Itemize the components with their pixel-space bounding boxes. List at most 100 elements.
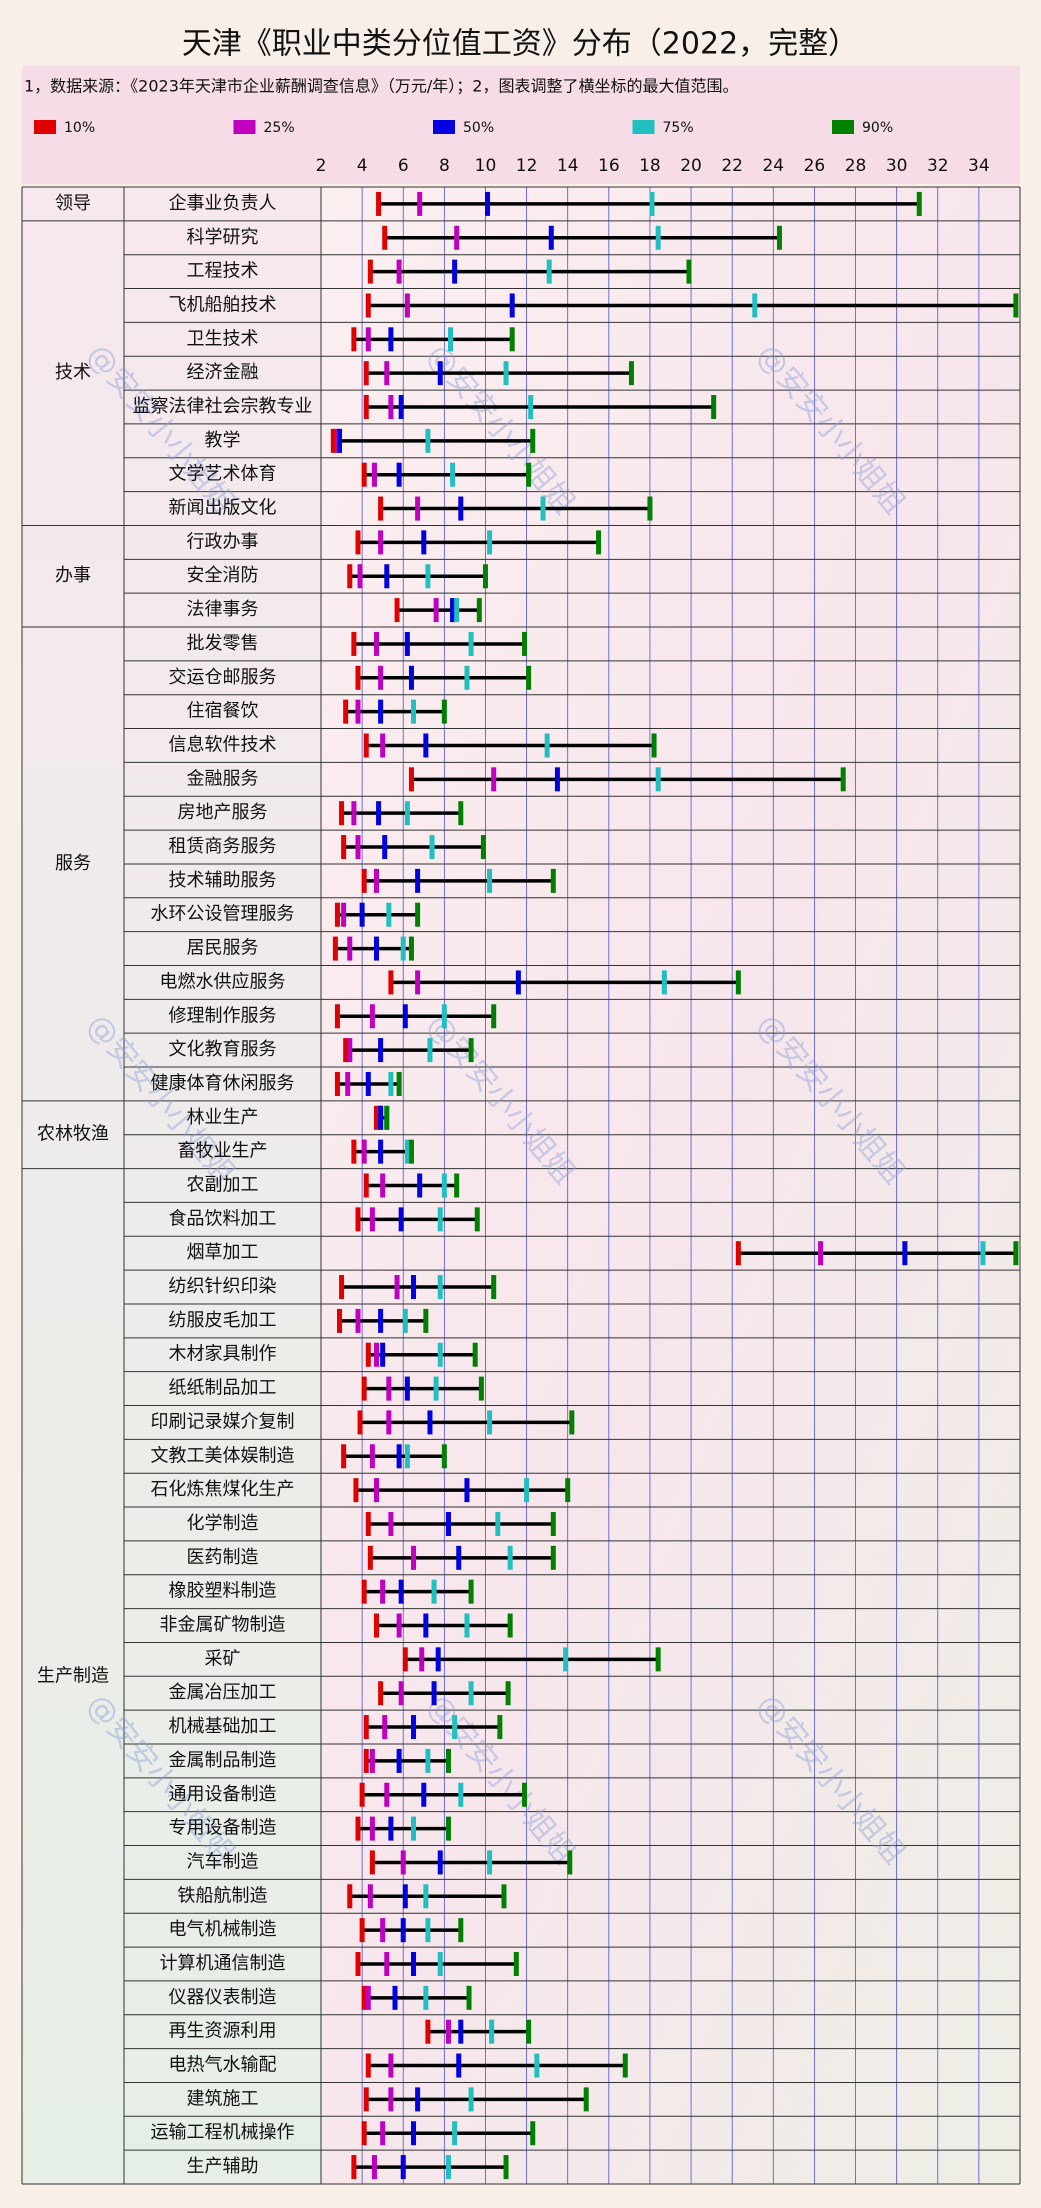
percentile-marker <box>437 1342 443 1367</box>
category-label: 飞机船舶技术 <box>169 294 277 315</box>
percentile-marker <box>411 1545 417 1570</box>
percentile-marker <box>456 2053 462 2078</box>
legend-swatch <box>832 120 854 134</box>
percentile-marker <box>437 361 443 386</box>
percentile-marker <box>495 1511 501 1536</box>
category-label: 文学艺术体育 <box>169 464 277 485</box>
percentile-marker <box>435 1647 441 1672</box>
percentile-marker <box>458 801 464 826</box>
category-label: 铁船航制造 <box>178 1885 268 1906</box>
percentile-marker <box>840 767 846 792</box>
percentile-marker <box>378 699 384 724</box>
percentile-marker <box>423 1884 429 1909</box>
percentile-marker <box>1013 1241 1019 1266</box>
percentile-marker <box>441 1004 447 1029</box>
x-tick-label: 34 <box>968 156 990 176</box>
percentile-marker <box>415 868 421 893</box>
percentile-marker <box>367 1545 373 1570</box>
category-label: 房地产服务 <box>178 802 268 823</box>
percentile-marker <box>363 395 369 420</box>
percentile-marker <box>351 2155 357 2180</box>
legend-swatch <box>34 120 56 134</box>
percentile-marker <box>374 631 380 656</box>
percentile-marker <box>550 868 556 893</box>
percentile-marker <box>388 395 394 420</box>
percentile-marker <box>398 1681 404 1706</box>
percentile-marker <box>371 2155 377 2180</box>
percentile-marker <box>569 1410 575 1435</box>
percentile-marker <box>343 1038 349 1063</box>
category-label: 生产辅助 <box>187 2156 259 2177</box>
percentile-marker <box>380 1918 386 1943</box>
x-tick-label: 8 <box>439 156 450 176</box>
group-label: 技术 <box>55 362 91 383</box>
percentile-marker <box>355 530 361 555</box>
percentile-marker <box>474 1207 480 1232</box>
percentile-marker <box>437 1951 443 1976</box>
percentile-marker <box>371 462 377 487</box>
percentile-marker <box>425 1748 431 1773</box>
category-label: 印刷记录媒介复制 <box>151 1411 295 1432</box>
percentile-marker <box>369 1816 375 1841</box>
percentile-marker <box>404 293 410 318</box>
percentile-marker <box>382 835 388 860</box>
percentile-marker <box>365 1985 371 2010</box>
percentile-marker <box>515 970 521 995</box>
legend-label: 10% <box>64 120 95 136</box>
category-label: 畜牧业生产 <box>178 1141 268 1162</box>
percentile-marker <box>388 2053 394 2078</box>
percentile-marker <box>388 327 394 352</box>
category-label: 水环公设管理服务 <box>151 904 295 925</box>
category-label: 修理制作服务 <box>169 1005 277 1026</box>
percentile-marker <box>464 1478 470 1503</box>
percentile-marker <box>400 1918 406 1943</box>
percentile-marker <box>361 1579 367 1604</box>
percentile-marker <box>378 1105 384 1130</box>
percentile-marker <box>359 1782 365 1807</box>
percentile-marker <box>427 1410 433 1435</box>
percentile-marker <box>425 428 431 453</box>
percentile-marker <box>554 767 560 792</box>
category-label: 租赁商务服务 <box>169 836 277 857</box>
percentile-marker <box>468 1579 474 1604</box>
percentile-marker <box>351 631 357 656</box>
percentile-marker <box>347 1038 353 1063</box>
percentile-marker <box>402 1004 408 1029</box>
percentile-marker <box>423 1985 429 2010</box>
category-label: 食品饮料加工 <box>169 1208 277 1229</box>
percentile-marker <box>454 598 460 623</box>
percentile-marker <box>522 631 528 656</box>
percentile-marker <box>386 1410 392 1435</box>
percentile-marker <box>359 902 365 927</box>
percentile-marker <box>482 564 488 589</box>
percentile-marker <box>503 2155 509 2180</box>
percentile-marker <box>355 699 361 724</box>
percentile-marker <box>374 1105 380 1130</box>
percentile-marker <box>359 1918 365 1943</box>
percentile-marker <box>351 1139 357 1164</box>
percentile-marker <box>374 1342 380 1367</box>
category-label: 运输工程机械操作 <box>151 2122 295 2143</box>
percentile-marker <box>402 1884 408 1909</box>
percentile-marker <box>367 259 373 284</box>
group-label: 领导 <box>55 193 91 214</box>
category-label: 住宿餐饮 <box>187 701 259 722</box>
percentile-marker <box>388 1511 394 1536</box>
percentile-marker <box>378 665 384 690</box>
percentile-marker <box>468 1681 474 1706</box>
percentile-marker <box>487 868 493 893</box>
x-tick-label: 28 <box>845 156 867 176</box>
x-tick-label: 20 <box>680 156 702 176</box>
percentile-marker <box>497 1715 503 1740</box>
percentile-marker <box>563 1647 569 1672</box>
percentile-marker <box>376 191 382 216</box>
category-label: 医药制造 <box>187 1547 259 1568</box>
percentile-marker <box>380 1342 386 1367</box>
category-label: 化学制造 <box>187 1513 259 1534</box>
category-label: 计算机通信制造 <box>160 1953 286 1974</box>
percentile-marker <box>355 1207 361 1232</box>
percentile-marker <box>402 1647 408 1672</box>
percentile-marker <box>421 1782 427 1807</box>
percentile-marker <box>565 1478 571 1503</box>
